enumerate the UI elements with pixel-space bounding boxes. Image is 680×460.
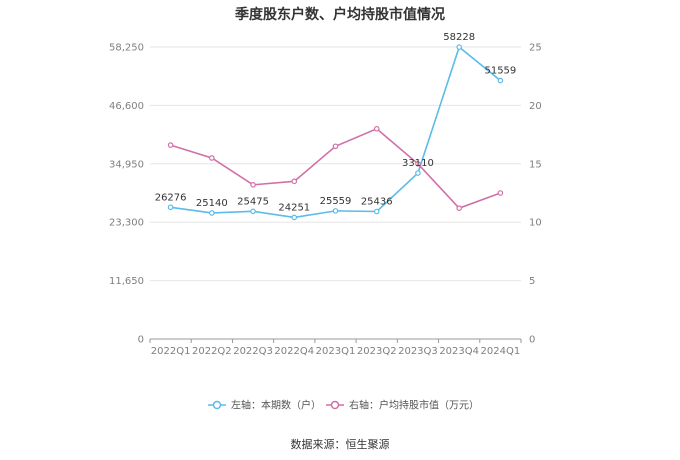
data-point-households — [415, 170, 421, 176]
right-axis-tick-label: 20 — [529, 101, 542, 112]
legend-label: 右轴：户均持股市值（万元） — [349, 399, 479, 412]
chart-title: 季度股东户数、户均持股市值情况 — [235, 7, 445, 23]
left-axis-tick-label: 34,950 — [109, 159, 144, 170]
left-axis-tick-label: 11,650 — [109, 276, 144, 287]
x-axis-tick-label: 2023Q1 — [316, 346, 356, 357]
data-label: 33110 — [402, 158, 434, 169]
data-label: 25436 — [361, 196, 393, 207]
data-label: 24251 — [278, 202, 310, 213]
legend-marker-symbol — [212, 400, 222, 410]
data-point-avg-holding-value — [456, 205, 462, 211]
legend-item-households[interactable]: 左轴：本期数（户） — [208, 399, 321, 412]
data-point-avg-holding-value — [415, 161, 421, 167]
legend-marker-symbol — [330, 400, 340, 410]
legend-label: 左轴：本期数（户） — [231, 399, 321, 412]
series-line-households — [170, 45, 501, 219]
line-chart: 011,65023,30034,95046,60058,250051015202… — [109, 32, 542, 412]
right-axis-tick-label: 25 — [529, 43, 542, 54]
data-point-households — [250, 208, 256, 215]
data-point-avg-holding-value — [497, 190, 504, 196]
axis-layer: 011,65023,30034,95046,60058,250051015202… — [109, 43, 542, 358]
x-axis-tick-label: 2022Q2 — [192, 346, 232, 357]
data-label: 26276 — [155, 192, 187, 203]
data-point-households — [291, 214, 298, 221]
data-point-households — [209, 210, 215, 216]
legend-item-avg-holding-value[interactable]: 右轴：户均持股市值（万元） — [326, 399, 479, 412]
data-label: 58228 — [443, 32, 475, 43]
left-axis-tick-label: 46,600 — [109, 101, 144, 112]
series-layer — [167, 44, 504, 221]
right-axis-tick-label: 10 — [529, 218, 542, 229]
x-axis-tick-label: 2023Q3 — [398, 346, 438, 357]
data-point-households — [456, 44, 462, 50]
left-axis-tick-label: 23,300 — [109, 218, 144, 229]
legend[interactable]: 左轴：本期数（户） 右轴：户均持股市值（万元） — [208, 399, 479, 412]
data-point-avg-holding-value — [291, 178, 298, 185]
data-point-households — [167, 204, 174, 211]
data-label: 25140 — [196, 198, 228, 209]
data-point-avg-holding-value — [373, 125, 380, 132]
data-label: 51559 — [484, 66, 516, 77]
data-point-households — [332, 208, 339, 214]
data-source-note: 数据来源：恒生聚源 — [290, 438, 390, 451]
data-point-households — [373, 208, 380, 215]
grid-layer — [150, 46, 521, 282]
data-point-avg-holding-value — [209, 155, 215, 161]
left-axis-tick-label: 0 — [138, 335, 144, 346]
left-axis-tick-label: 58,250 — [109, 43, 144, 54]
x-axis-tick-label: 2022Q3 — [233, 346, 273, 357]
data-point-households — [497, 77, 504, 84]
x-axis-tick-label: 2022Q4 — [274, 346, 314, 357]
right-axis-tick-label: 15 — [529, 159, 542, 170]
right-axis-tick-label: 5 — [529, 276, 535, 287]
x-axis-tick-label: 2023Q4 — [439, 346, 479, 357]
right-axis-tick-label: 0 — [529, 335, 535, 346]
data-point-avg-holding-value — [167, 142, 174, 148]
data-label: 25559 — [320, 196, 352, 207]
x-axis-tick-label: 2024Q1 — [481, 346, 521, 357]
x-axis-tick-label: 2022Q1 — [151, 346, 191, 357]
data-label: 25475 — [237, 196, 269, 207]
x-axis-tick-label: 2023Q2 — [357, 346, 397, 357]
data-point-avg-holding-value — [332, 143, 339, 150]
data-point-avg-holding-value — [250, 182, 256, 188]
data-label-layer: 26276 25140 25475 24251 25559 25436 33110 58228… — [155, 32, 517, 213]
